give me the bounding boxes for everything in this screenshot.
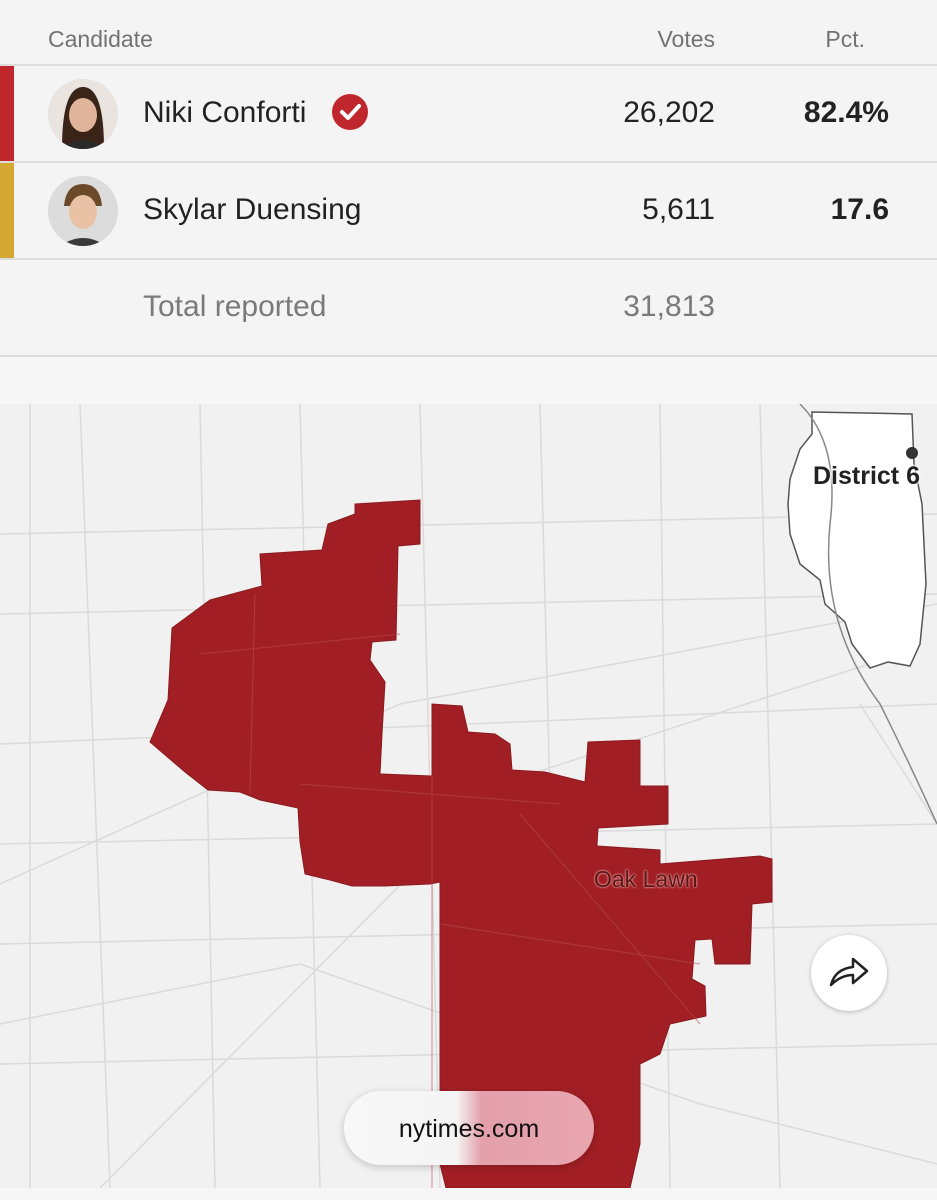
header-candidate: Candidate bbox=[48, 26, 153, 52]
results-table: Candidate Votes Pct. Niki Conforti 26,20… bbox=[0, 0, 937, 357]
city-label-oak-lawn: Oak Lawn bbox=[594, 866, 698, 892]
total-label: Total reported bbox=[143, 290, 327, 323]
candidate-avatar bbox=[48, 176, 118, 246]
party-color-bar bbox=[0, 163, 14, 258]
candidate-row: Skylar Duensing 5,611 17.6 bbox=[0, 163, 937, 260]
candidate-votes: 26,202 bbox=[623, 96, 715, 129]
candidate-row: Niki Conforti 26,202 82.4% bbox=[0, 66, 937, 163]
map-canvas bbox=[0, 404, 937, 1188]
candidate-avatar bbox=[48, 79, 118, 149]
table-header: Candidate Votes Pct. bbox=[0, 0, 937, 66]
header-votes: Votes bbox=[657, 26, 715, 52]
share-button[interactable] bbox=[811, 935, 887, 1011]
candidate-name: Niki Conforti bbox=[143, 96, 307, 129]
total-votes: 31,813 bbox=[623, 290, 715, 323]
district-label: District 6 bbox=[813, 462, 920, 490]
candidate-pct: 82.4% bbox=[803, 96, 889, 129]
candidate-name: Skylar Duensing bbox=[143, 193, 362, 226]
party-color-bar bbox=[0, 66, 14, 161]
total-row: Total reported 31,813 bbox=[0, 260, 937, 357]
candidate-votes: 5,611 bbox=[642, 193, 715, 226]
candidate-pct: 17.6 bbox=[830, 193, 889, 226]
header-pct: Pct. bbox=[825, 26, 865, 52]
district-location-dot bbox=[906, 447, 918, 459]
district-map[interactable]: District 6 Oak Lawn bbox=[0, 404, 937, 1188]
winner-check-icon bbox=[332, 94, 368, 130]
url-bar[interactable]: nytimes.com bbox=[344, 1091, 594, 1165]
state-inset-map bbox=[787, 404, 937, 825]
url-text: nytimes.com bbox=[398, 1115, 540, 1143]
share-arrow-icon bbox=[829, 957, 869, 987]
district-boundary bbox=[149, 499, 773, 1188]
